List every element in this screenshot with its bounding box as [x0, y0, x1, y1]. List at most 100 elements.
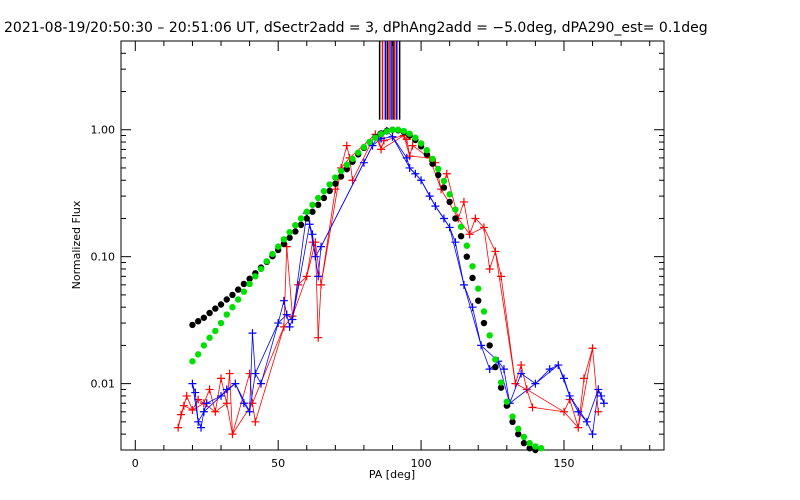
data-point: [402, 153, 411, 162]
data-point: [246, 275, 253, 282]
data-point: [326, 187, 333, 195]
data-point: [179, 401, 188, 410]
data-point: [342, 141, 351, 150]
data-point: [297, 221, 305, 229]
data-point: [520, 439, 528, 447]
x-tick-label: 150: [553, 457, 574, 470]
data-point: [479, 223, 488, 232]
data-point: [288, 315, 297, 324]
data-point: [579, 374, 588, 383]
y-tick-label: 1.00: [91, 124, 116, 137]
data-point: [212, 305, 219, 312]
series-segment: [372, 138, 382, 146]
data-point: [594, 385, 603, 394]
data-point: [302, 272, 311, 281]
data-point: [217, 391, 226, 400]
data-point: [317, 242, 326, 251]
series-segment: [515, 383, 528, 390]
series-segment: [583, 348, 593, 379]
series-segment: [563, 399, 571, 412]
data-point: [286, 234, 293, 241]
series-segment: [532, 406, 565, 413]
data-point: [337, 173, 345, 180]
series-segment: [586, 421, 593, 435]
data-point: [429, 155, 436, 163]
data-point: [445, 223, 454, 232]
series-segment: [286, 314, 293, 320]
series-segment: [197, 411, 205, 423]
data-point: [286, 228, 293, 236]
data-point: [480, 319, 488, 327]
series-segment: [569, 399, 579, 428]
data-point: [188, 405, 197, 414]
series-segment: [363, 145, 373, 163]
series-segment: [229, 373, 233, 435]
data-point: [492, 363, 499, 371]
series-segment: [500, 276, 516, 384]
data-point: [574, 407, 583, 416]
series-segment: [469, 227, 485, 235]
series-segment: [249, 333, 253, 412]
series-segment: [497, 361, 505, 370]
x-tick-label: 0: [132, 457, 139, 470]
data-point: [582, 417, 591, 426]
data-point: [206, 309, 213, 317]
series-segment: [234, 383, 250, 412]
series-segment: [297, 276, 308, 286]
data-point: [282, 310, 291, 319]
x-tick-label: 50: [271, 457, 285, 470]
data-point: [588, 430, 597, 439]
data-point: [269, 250, 276, 258]
data-point: [388, 132, 397, 141]
data-point: [417, 140, 425, 147]
data-point: [451, 238, 460, 247]
series-segment: [252, 326, 285, 404]
data-point: [308, 230, 317, 239]
data-point: [359, 158, 368, 167]
data-point: [452, 215, 459, 222]
series-segment: [563, 411, 579, 428]
x-tick-label: 100: [411, 457, 432, 470]
series-segment: [563, 378, 571, 397]
data-point: [211, 407, 220, 416]
data-point: [429, 160, 436, 167]
data-point: [545, 365, 554, 374]
data-point: [326, 181, 333, 188]
data-point: [440, 184, 448, 191]
series-segment: [277, 314, 288, 324]
data-point: [395, 126, 402, 133]
series-segment: [197, 399, 205, 404]
data-point: [492, 356, 499, 363]
data-point: [177, 410, 186, 419]
data-point: [526, 444, 533, 452]
data-point: [274, 243, 282, 250]
data-point: [285, 322, 294, 331]
data-point: [274, 319, 283, 328]
chart-title: 2021-08-19/20:50:30 – 20:51:06 UT, dSect…: [4, 20, 708, 36]
data-point: [497, 272, 506, 281]
series-segment: [577, 378, 585, 428]
plot-area: [174, 41, 608, 454]
data-point: [314, 333, 323, 342]
series-segment: [203, 402, 216, 413]
data-point: [383, 128, 390, 135]
data-point: [469, 274, 476, 282]
series-segment: [314, 242, 322, 285]
data-point: [194, 351, 202, 358]
series-segment: [220, 378, 228, 404]
axis-ticks: [121, 40, 664, 451]
data-point: [452, 206, 459, 213]
data-point: [468, 303, 477, 312]
data-point: [469, 263, 476, 270]
data-point: [517, 369, 526, 378]
data-point: [239, 399, 248, 408]
data-point: [457, 223, 465, 230]
series-segment: [463, 201, 471, 235]
data-point: [251, 369, 260, 378]
series-segment: [509, 383, 536, 404]
series-segment: [340, 145, 348, 169]
data-point: [459, 197, 468, 206]
data-point: [240, 280, 248, 288]
data-point: [440, 177, 448, 185]
data-point: [497, 379, 505, 386]
